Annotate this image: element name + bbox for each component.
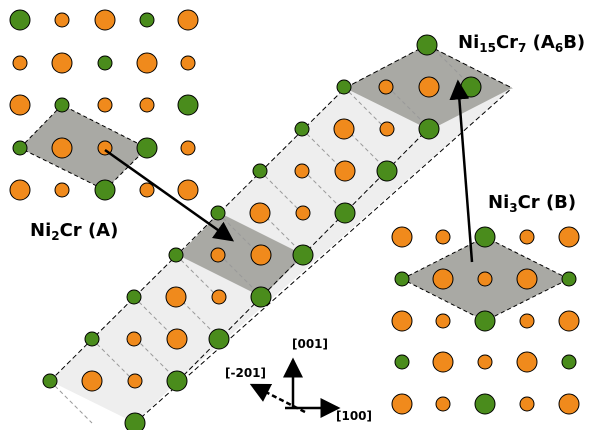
atom xyxy=(461,77,481,97)
atom xyxy=(293,245,313,265)
atom xyxy=(13,56,27,70)
atom xyxy=(137,138,157,158)
atom xyxy=(167,371,187,391)
atom xyxy=(178,95,198,115)
axis-label: [001] xyxy=(292,337,328,351)
atom xyxy=(475,394,495,414)
atom xyxy=(395,355,409,369)
atom xyxy=(140,13,154,27)
atom xyxy=(559,394,579,414)
unit-cell-a xyxy=(20,105,147,190)
atom xyxy=(98,56,112,70)
label-a6b: Ni15Cr7 (A6B) xyxy=(458,32,585,55)
axis-label: [-201] xyxy=(225,366,266,380)
axis-label: [100] xyxy=(336,409,372,423)
atom xyxy=(392,227,412,247)
atom xyxy=(520,230,534,244)
atom xyxy=(395,272,409,286)
atom xyxy=(10,95,30,115)
atom xyxy=(250,203,270,223)
atom xyxy=(98,98,112,112)
atom xyxy=(82,371,102,391)
atom xyxy=(419,77,439,97)
atom xyxy=(125,413,145,430)
atom xyxy=(181,141,195,155)
atom xyxy=(436,314,450,328)
atom xyxy=(140,183,154,197)
atom xyxy=(55,183,69,197)
atom xyxy=(43,374,57,388)
atom xyxy=(52,53,72,73)
atom xyxy=(181,56,195,70)
label-a: Ni2Cr (A) xyxy=(30,220,118,243)
atom xyxy=(562,272,576,286)
diagram: Ni2Cr (A) Ni15Cr7 (A6B) Ni3Cr (B) [001] … xyxy=(0,0,613,430)
atom xyxy=(517,269,537,289)
atom xyxy=(167,329,187,349)
arrow xyxy=(105,150,232,240)
atom xyxy=(251,245,271,265)
atom xyxy=(433,352,453,372)
atom xyxy=(392,311,412,331)
atom xyxy=(296,206,310,220)
atom xyxy=(337,80,351,94)
atom xyxy=(377,161,397,181)
atom xyxy=(380,122,394,136)
atom xyxy=(392,394,412,414)
atom xyxy=(475,227,495,247)
atom xyxy=(137,53,157,73)
atom xyxy=(251,287,271,307)
atom xyxy=(335,161,355,181)
atom xyxy=(10,10,30,30)
atom xyxy=(13,141,27,155)
axes-glyph: [001] [-201] [100] xyxy=(225,337,372,423)
atom xyxy=(253,164,267,178)
axis-201 xyxy=(252,385,305,412)
atom xyxy=(209,329,229,349)
atom xyxy=(478,272,492,286)
atom xyxy=(433,269,453,289)
atom xyxy=(55,98,69,112)
atom xyxy=(295,164,309,178)
atom xyxy=(335,203,355,223)
label-b: Ni3Cr (B) xyxy=(488,192,576,215)
atom xyxy=(520,397,534,411)
atom xyxy=(178,180,198,200)
atom xyxy=(95,10,115,30)
atom xyxy=(166,287,186,307)
atom xyxy=(379,80,393,94)
atom xyxy=(559,311,579,331)
atom xyxy=(127,332,141,346)
atom xyxy=(55,13,69,27)
atom xyxy=(211,248,225,262)
atom xyxy=(178,10,198,30)
atom xyxy=(95,180,115,200)
atom xyxy=(10,180,30,200)
atom xyxy=(475,311,495,331)
atom xyxy=(559,227,579,247)
atom xyxy=(436,230,450,244)
atom xyxy=(520,314,534,328)
atom xyxy=(478,355,492,369)
atom xyxy=(295,122,309,136)
atom xyxy=(140,98,154,112)
atom xyxy=(128,374,142,388)
atom xyxy=(419,119,439,139)
atom xyxy=(169,248,183,262)
atom xyxy=(517,352,537,372)
atom xyxy=(417,35,437,55)
atom xyxy=(212,290,226,304)
atom xyxy=(52,138,72,158)
atom xyxy=(85,332,99,346)
atom xyxy=(127,290,141,304)
atom xyxy=(334,119,354,139)
atom xyxy=(211,206,225,220)
atom xyxy=(562,355,576,369)
atom xyxy=(436,397,450,411)
